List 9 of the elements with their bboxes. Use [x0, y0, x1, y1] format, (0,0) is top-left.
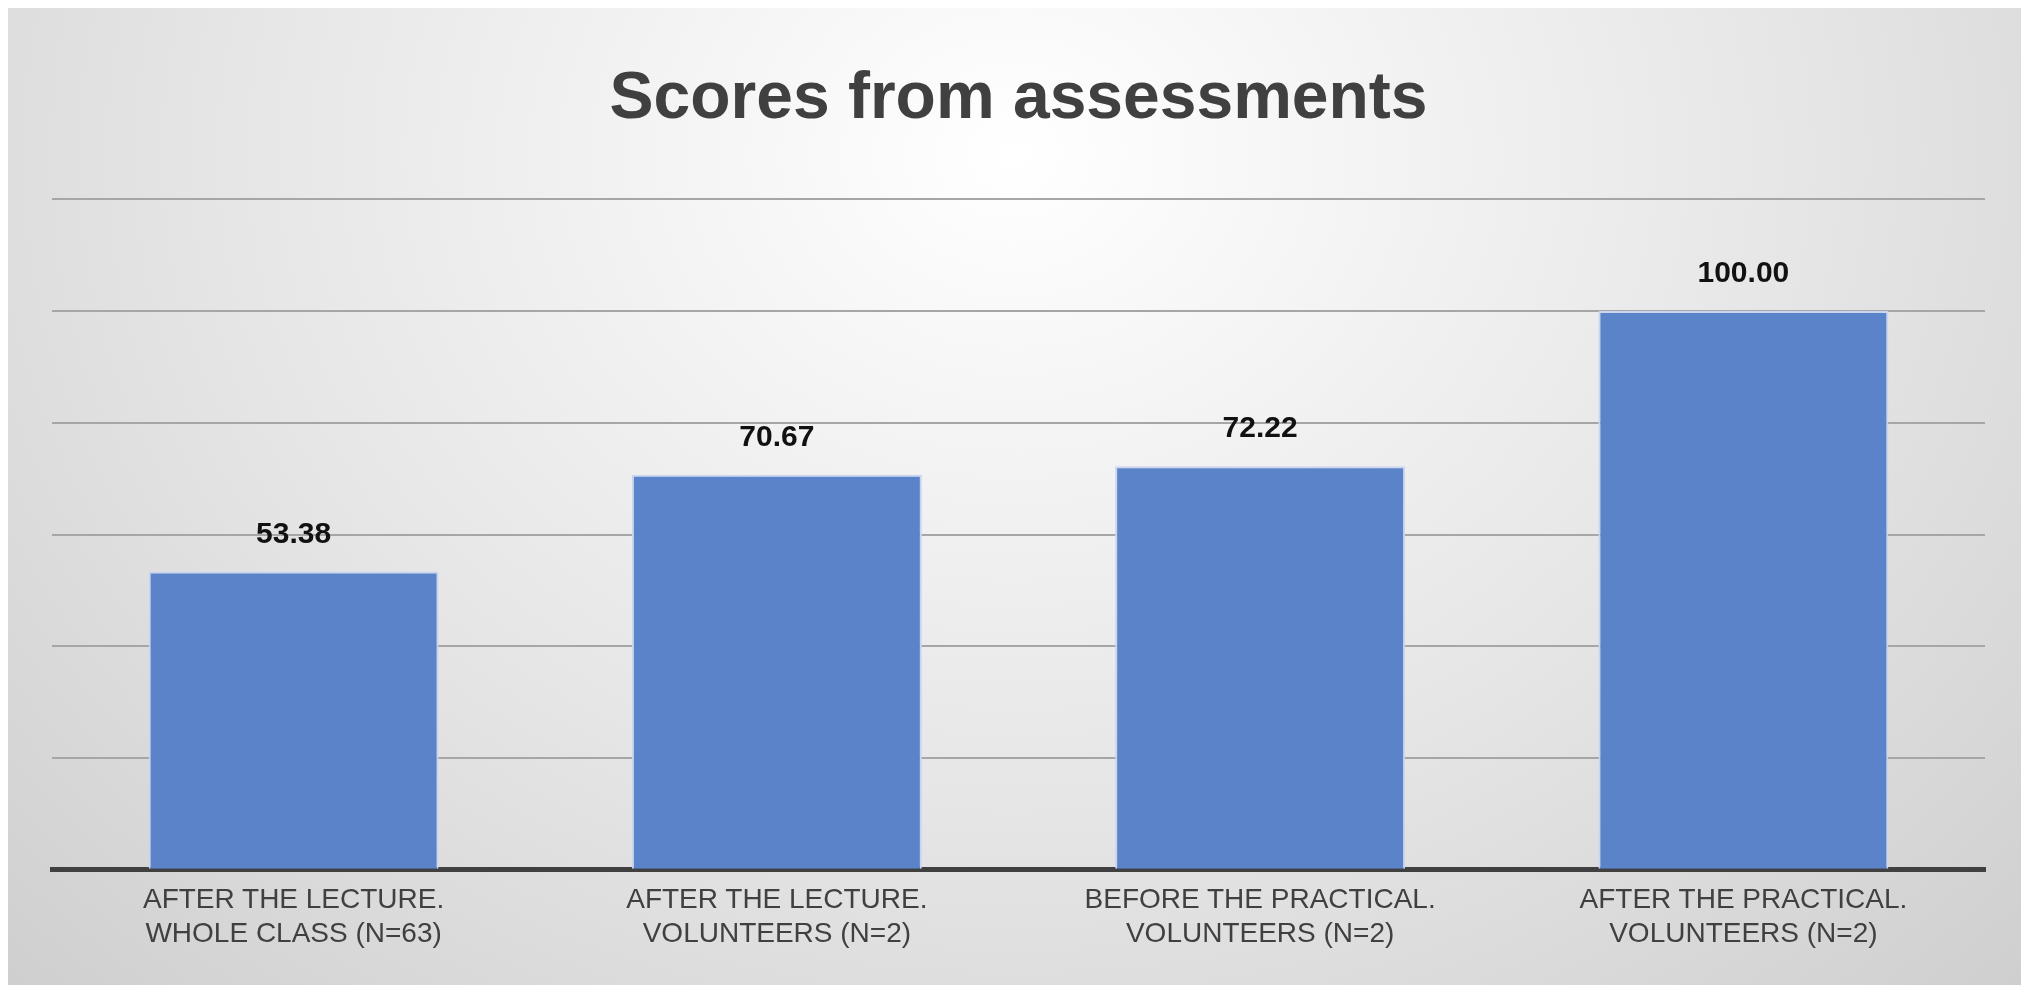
- data-label: 72.22: [1222, 410, 1298, 444]
- x-tick-label: AFTER THE PRACTICAL. VOLUNTEERS (N=2): [1579, 883, 1908, 948]
- x-tick-label: BEFORE THE PRACTICAL. VOLUNTEERS (N=2): [1084, 883, 1436, 948]
- x-tick-label: AFTER THE LECTURE. WHOLE CLASS (N=63): [142, 883, 445, 948]
- data-label: 100.00: [1697, 255, 1790, 289]
- x-tick-label: AFTER THE LECTURE. VOLUNTEERS (N=2): [626, 883, 928, 948]
- chart-title: Scores from assessments: [609, 57, 1428, 132]
- data-label: 70.67: [739, 419, 815, 453]
- data-label: 53.38: [256, 515, 332, 549]
